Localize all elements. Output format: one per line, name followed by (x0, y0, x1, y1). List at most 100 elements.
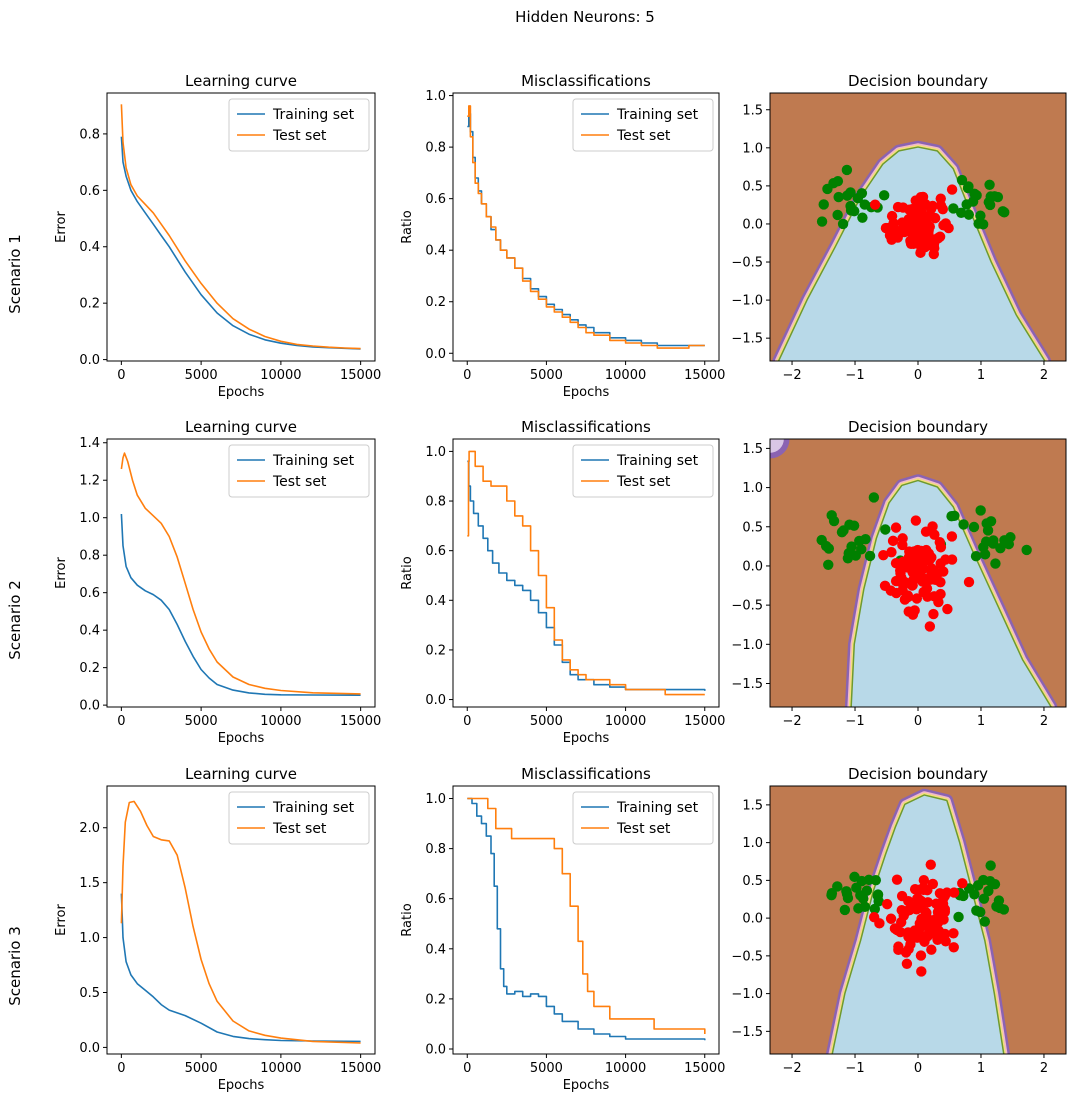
axes-frame (452, 92, 720, 362)
y-tick-label: 0.0 (425, 693, 446, 708)
point-class-in (885, 585, 896, 596)
x-tick-label: 15000 (340, 1061, 381, 1076)
point-class-out (968, 521, 980, 533)
point-class-in (887, 535, 899, 547)
x-tick-label: 15000 (684, 368, 725, 383)
x-tick-label: 15000 (340, 714, 381, 729)
point-class-in (885, 913, 897, 924)
legend: Training set Test set (572, 444, 714, 498)
legend-box (228, 791, 370, 845)
series-line-training (120, 136, 361, 350)
y-tick-label: 1.0 (742, 836, 763, 851)
y-tick-label: 0.2 (425, 643, 446, 658)
plot-lines (120, 452, 361, 696)
y-tick-label: 0.2 (79, 297, 100, 312)
y-tick-label: −0.5 (731, 599, 763, 614)
y-tick-label: 0.4 (425, 594, 446, 609)
point-class-in (940, 554, 951, 565)
point-class-out (822, 183, 833, 195)
y-tick-label: 1.5 (79, 876, 100, 891)
y-tick-label: 0.8 (79, 127, 100, 142)
point-class-in (917, 561, 928, 573)
point-class-in (926, 944, 937, 955)
point-class-out (975, 210, 986, 221)
x-tick-label: −2 (782, 714, 801, 729)
point-class-out (856, 544, 867, 555)
y-tick-label: 0.8 (79, 549, 100, 564)
point-class-out (826, 889, 837, 901)
point-class-in (891, 874, 903, 885)
point-class-in (917, 191, 929, 203)
point-class-out (961, 199, 972, 210)
axes-frame (106, 92, 376, 362)
y-axis-label: Error (54, 211, 69, 243)
point-class-out (975, 906, 986, 918)
point-class-out (994, 902, 1006, 914)
legend-label: Training set (272, 800, 355, 816)
x-tick-label: 0 (117, 714, 125, 729)
y-tick-label: −0.5 (731, 949, 763, 964)
y-tick-label: 1.5 (742, 103, 763, 118)
point-class-out (833, 191, 844, 203)
x-tick-label: −1 (845, 1061, 864, 1076)
x-tick-label: 1 (977, 1061, 985, 1076)
x-tick-label: 15000 (340, 368, 381, 383)
legend-label: Training set (616, 107, 699, 123)
point-class-in (921, 583, 933, 594)
point-class-out (842, 892, 854, 904)
axes-title: Decision boundary (848, 418, 988, 436)
point-class-out (832, 209, 843, 221)
plot-lines (467, 450, 706, 696)
point-class-in (915, 950, 927, 961)
y-axis-label: Ratio (400, 903, 415, 936)
x-tick-label: 2 (1040, 1061, 1048, 1076)
point-class-out (985, 516, 997, 527)
legend-label: Test set (272, 128, 327, 144)
point-class-out (985, 191, 996, 202)
point-class-in (963, 576, 975, 588)
y-tick-label: 0.8 (425, 141, 446, 156)
legend: Training set Test set (572, 791, 714, 845)
point-class-in (911, 204, 922, 215)
y-tick-label: 0.6 (425, 544, 446, 559)
row-label-scenario-2: Scenario 2 (6, 580, 24, 660)
point-class-out (958, 519, 969, 530)
axes-title: Decision boundary (848, 765, 988, 783)
legend-box (572, 98, 714, 152)
point-class-in (929, 529, 940, 540)
y-tick-label: 1.0 (425, 445, 446, 460)
y-tick-label: 0.2 (425, 992, 446, 1007)
y-tick-label: −1.0 (731, 638, 763, 653)
point-class-in (918, 874, 930, 886)
point-class-in (916, 966, 927, 977)
y-tick-label: 0.6 (79, 586, 100, 601)
subplot-misclass-scenario-3: Training set Test set 0 5000 10000 15000 0.0 0.… (400, 765, 725, 1093)
point-class-out (836, 526, 848, 538)
point-class-out (868, 492, 880, 503)
x-tick-label: 0 (117, 368, 125, 383)
x-tick-label: 15000 (684, 1061, 725, 1076)
point-class-out (972, 880, 984, 891)
y-tick-label: 0.0 (742, 217, 763, 232)
x-tick-label: 5000 (185, 368, 218, 383)
point-class-in (948, 928, 959, 939)
y-tick-label: 0.5 (742, 179, 763, 194)
point-class-in (881, 898, 893, 910)
y-tick-label: 0.6 (79, 184, 100, 199)
point-class-in (925, 203, 937, 215)
point-class-out (855, 890, 866, 901)
point-class-out (978, 893, 990, 904)
row-label-scenario-1: Scenario 1 (6, 234, 24, 314)
subplot-misclass-scenario-1: Training set Test set 0 5000 10000 15000 0.0 0.… (400, 72, 725, 400)
y-tick-label: 2.0 (79, 821, 100, 836)
y-tick-label: 1.5 (742, 798, 763, 813)
y-tick-label: 0.6 (425, 192, 446, 207)
point-class-in (918, 882, 929, 893)
legend: Training set Test set (572, 98, 714, 152)
y-tick-label: 0.8 (425, 842, 446, 857)
x-axis-label: Epochs (563, 731, 610, 746)
y-tick-label: 1.0 (425, 89, 446, 104)
x-tick-label: 5000 (185, 714, 218, 729)
